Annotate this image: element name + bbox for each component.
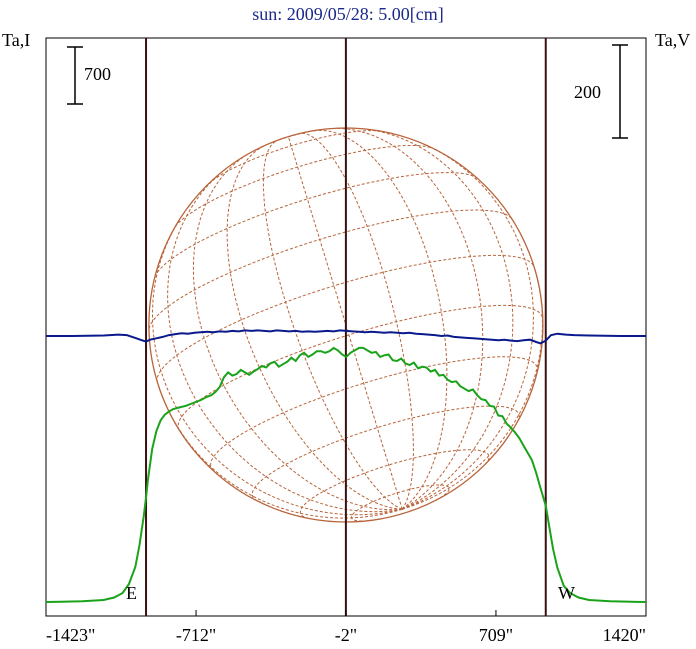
east-label: E (126, 583, 137, 603)
sun-meridian (313, 129, 448, 510)
sun-parallel (154, 172, 478, 278)
sun-meridian (262, 140, 403, 510)
left-axis-label: Ta,I (2, 30, 30, 50)
sun-parallel (174, 145, 433, 228)
sun-meridian (152, 218, 403, 516)
sun-disk (148, 127, 544, 523)
scale-bar-left-label: 700 (84, 64, 111, 84)
scale-bar-right-label: 200 (574, 82, 601, 102)
sun-parallel (299, 449, 490, 519)
sun-meridian (192, 153, 403, 511)
sun-meridian (167, 168, 403, 513)
sun-meridian (287, 136, 403, 510)
sun-meridian (301, 132, 414, 510)
sun-parallel (208, 130, 381, 185)
sun-parallel (177, 304, 544, 431)
x-tick-label: 1420" (603, 625, 646, 645)
x-tick-label: -2" (335, 625, 357, 645)
sun-parallel (148, 209, 512, 329)
sun-parallel (251, 405, 520, 502)
right-axis-label: Ta,V (655, 30, 690, 50)
series-stokes-v (46, 329, 646, 345)
scale-bar-left: 700 (67, 46, 111, 105)
sun-parallel (210, 356, 539, 471)
sun-meridian (226, 145, 403, 510)
chart-title: sun: 2009/05/28: 5.00[cm] (252, 4, 444, 24)
scale-bar-right: 200 (574, 44, 628, 139)
sun-parallel (351, 484, 450, 522)
x-axis-ticks: -1423" -712" -2" 709" 1420" (45, 610, 647, 645)
sun-meridian (358, 127, 514, 510)
sun-meridian (402, 143, 534, 510)
x-tick-label: -1423" (46, 625, 95, 645)
sun-parallel (260, 129, 318, 149)
sun-parallel (156, 254, 535, 383)
x-tick-label: -712" (176, 625, 216, 645)
x-tick-label: 709" (479, 625, 513, 645)
series-stokes-i (45, 346, 647, 603)
limb-lines (145, 38, 547, 616)
west-label: W (558, 583, 575, 603)
sun-meridian (402, 267, 544, 510)
